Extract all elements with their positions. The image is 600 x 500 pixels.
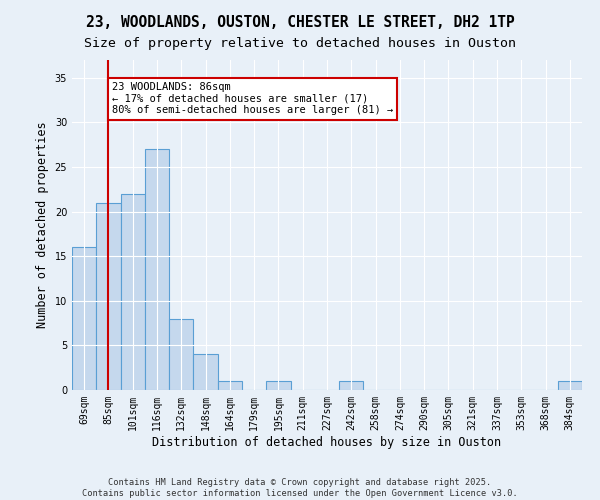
Bar xyxy=(193,354,218,390)
Text: Size of property relative to detached houses in Ouston: Size of property relative to detached ho… xyxy=(84,38,516,51)
Bar xyxy=(558,381,582,390)
Bar xyxy=(266,381,290,390)
Bar xyxy=(145,149,169,390)
Bar xyxy=(169,318,193,390)
Bar xyxy=(96,202,121,390)
X-axis label: Distribution of detached houses by size in Ouston: Distribution of detached houses by size … xyxy=(152,436,502,448)
Y-axis label: Number of detached properties: Number of detached properties xyxy=(36,122,49,328)
Text: 23, WOODLANDS, OUSTON, CHESTER LE STREET, DH2 1TP: 23, WOODLANDS, OUSTON, CHESTER LE STREET… xyxy=(86,15,514,30)
Bar xyxy=(121,194,145,390)
Bar xyxy=(339,381,364,390)
Bar xyxy=(218,381,242,390)
Text: 23 WOODLANDS: 86sqm
← 17% of detached houses are smaller (17)
80% of semi-detach: 23 WOODLANDS: 86sqm ← 17% of detached ho… xyxy=(112,82,394,116)
Bar xyxy=(72,248,96,390)
Text: Contains HM Land Registry data © Crown copyright and database right 2025.
Contai: Contains HM Land Registry data © Crown c… xyxy=(82,478,518,498)
